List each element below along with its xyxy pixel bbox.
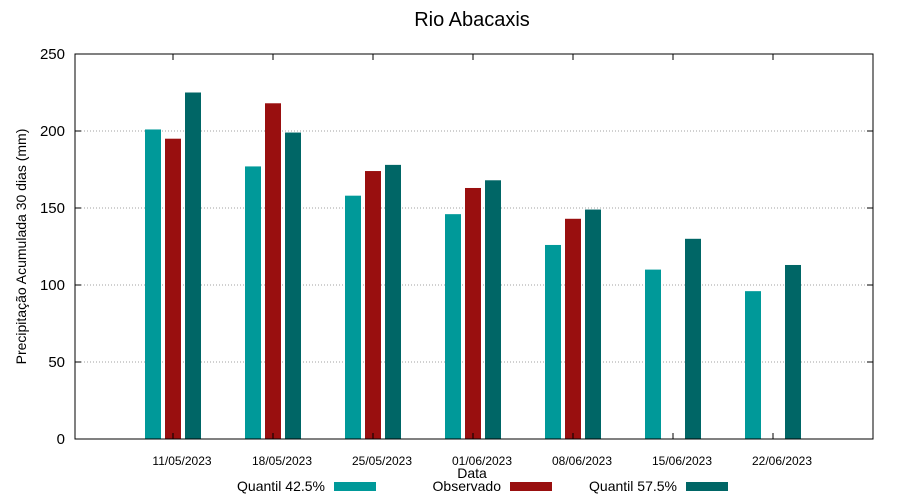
legend-swatch xyxy=(686,482,728,491)
legend: Quantil 42.5% Observado Quantil 57.5% xyxy=(237,478,728,494)
y-tick-label: 100 xyxy=(40,277,65,294)
bar xyxy=(785,264,801,439)
bars xyxy=(145,92,801,440)
bar xyxy=(545,244,561,439)
bar xyxy=(585,209,601,439)
x-tick-label: 11/05/2023 xyxy=(152,454,211,468)
legend-label: Quantil 57.5% xyxy=(589,478,677,494)
bar xyxy=(745,291,761,439)
bar xyxy=(345,195,361,439)
bar xyxy=(645,269,661,439)
legend-label: Observado xyxy=(433,478,502,494)
bar xyxy=(465,187,481,439)
x-axis: 11/05/2023 18/05/2023 25/05/2023 01/06/2023… xyxy=(152,54,812,468)
y-tick-label: 250 xyxy=(40,46,65,63)
bar xyxy=(245,166,261,440)
bar xyxy=(285,132,301,440)
x-axis-label: Data xyxy=(457,465,487,481)
x-tick-label: 22/06/2023 xyxy=(752,454,812,468)
y-tick-label: 200 xyxy=(40,123,65,140)
bar xyxy=(385,164,401,439)
bar xyxy=(185,92,201,439)
x-tick-label: 18/05/2023 xyxy=(252,454,312,468)
y-tick-label: 150 xyxy=(40,200,65,217)
bar xyxy=(685,238,701,439)
bar xyxy=(265,103,281,439)
bar xyxy=(445,214,461,439)
bar xyxy=(145,129,161,439)
x-tick-label: 08/06/2023 xyxy=(552,454,612,468)
legend-swatch xyxy=(334,482,376,491)
legend-label: Quantil 42.5% xyxy=(237,478,325,494)
x-tick-label: 01/06/2023 xyxy=(452,454,512,468)
chart-title: Rio Abacaxis xyxy=(414,9,530,31)
x-tick-label: 25/05/2023 xyxy=(352,454,412,468)
bar xyxy=(365,171,381,440)
bar xyxy=(485,180,501,439)
y-axis-label: Precipitação Acumulada 30 dias (mm) xyxy=(13,129,29,365)
bar xyxy=(165,138,181,439)
x-tick-label: 15/06/2023 xyxy=(652,454,712,468)
bar xyxy=(565,218,581,439)
legend-swatch xyxy=(510,482,552,491)
plot-frame xyxy=(74,53,874,440)
y-axis: 0 50 100 150 200 250 xyxy=(40,46,873,448)
y-tick-label: 50 xyxy=(48,354,65,371)
y-tick-label: 0 xyxy=(57,431,65,448)
